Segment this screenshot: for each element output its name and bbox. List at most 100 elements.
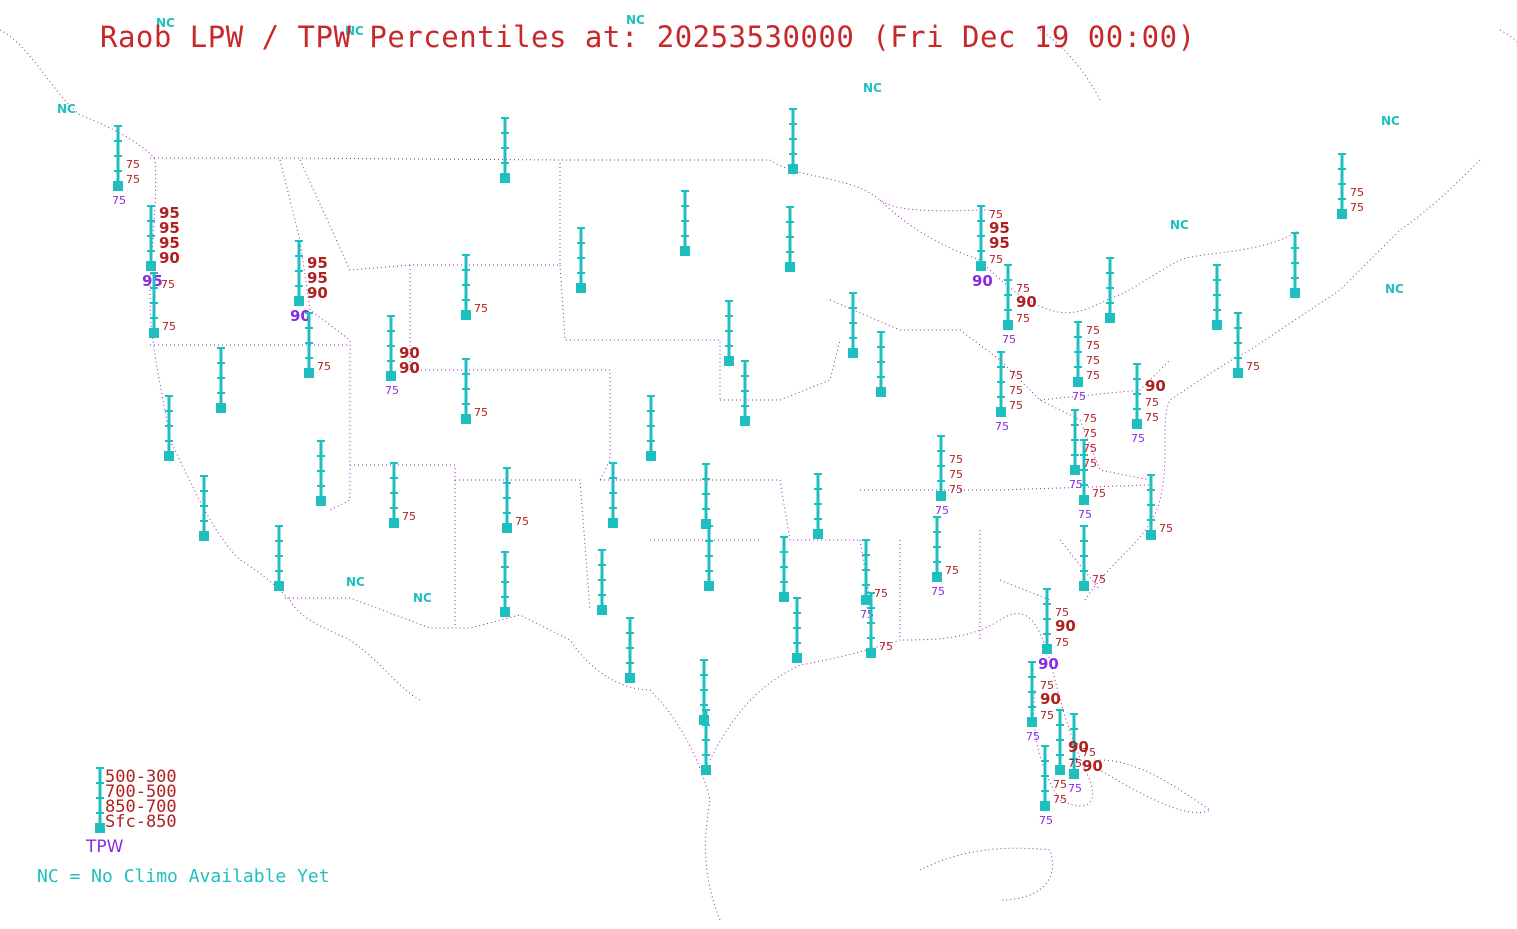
station-marker xyxy=(576,283,586,293)
station-s19 xyxy=(680,190,690,256)
percentile-label: 75 xyxy=(1086,369,1100,382)
percentile-label: 95 xyxy=(989,219,1010,237)
station-marker xyxy=(502,523,512,533)
station-marker xyxy=(779,592,789,602)
station-s15: 75 xyxy=(502,467,529,533)
station-s54 xyxy=(848,292,858,358)
station-s55 xyxy=(876,331,886,397)
station-marker xyxy=(699,715,709,725)
station-marker xyxy=(199,531,209,541)
tpw-label: 90 xyxy=(1038,655,1059,673)
station-marker xyxy=(625,673,635,683)
tpw-label: 75 xyxy=(1072,390,1086,403)
legend-level-label: 850-700 xyxy=(105,797,177,817)
station-marker xyxy=(813,529,823,539)
nc-label: NC xyxy=(345,24,364,38)
station-marker xyxy=(294,296,304,306)
percentile-label: 75 xyxy=(317,360,331,373)
station-marker xyxy=(500,173,510,183)
station-s18 xyxy=(576,227,586,293)
percentile-label: 75 xyxy=(1016,282,1030,295)
percentile-label: 75 xyxy=(1083,457,1097,470)
percentile-label: 75 xyxy=(161,278,175,291)
station-s35 xyxy=(1105,257,1115,323)
nc-label: NC xyxy=(626,13,645,27)
tpw-label: 75 xyxy=(1068,782,1082,795)
legend-tpw-label: TPW xyxy=(85,837,124,857)
station-marker xyxy=(304,368,314,378)
percentile-label: 75 xyxy=(1083,442,1097,455)
station-s29 xyxy=(788,108,798,174)
station-s28 xyxy=(701,709,711,775)
station-marker xyxy=(500,607,510,617)
tpw-label: 75 xyxy=(1039,814,1053,827)
station-s16 xyxy=(274,525,284,591)
station-s10 xyxy=(500,117,510,183)
station-marker xyxy=(1079,495,1089,505)
percentile-label: 75 xyxy=(1068,757,1082,770)
percentile-label: 75 xyxy=(1016,312,1030,325)
percentile-label: 75 xyxy=(1083,412,1097,425)
station-s14: 75 xyxy=(389,462,416,528)
map-borders xyxy=(0,29,1517,921)
station-marker xyxy=(976,261,986,271)
station-marker xyxy=(1069,769,1079,779)
tpw-label: 75 xyxy=(1131,432,1145,445)
nc-label: NC xyxy=(1170,218,1189,232)
station-marker xyxy=(996,407,1006,417)
percentile-label: 75 xyxy=(874,587,888,600)
nc-label: NC xyxy=(1385,282,1404,296)
station-marker xyxy=(389,518,399,528)
state-lines-4 xyxy=(999,359,1171,601)
tpw-label: 75 xyxy=(112,194,126,207)
station-s12: 75 xyxy=(461,358,488,424)
station-s21 xyxy=(646,395,656,461)
station-marker xyxy=(1079,581,1089,591)
station-marker xyxy=(1042,644,1052,654)
station-marker xyxy=(386,371,396,381)
legend-level-label: Sfc-850 xyxy=(105,812,177,832)
percentile-label: 90 xyxy=(1040,690,1061,708)
coastline-west xyxy=(0,29,421,701)
station-marker xyxy=(1290,288,1300,298)
percentile-label: 75 xyxy=(1092,573,1106,586)
percentile-label: 75 xyxy=(945,564,959,577)
station-marker xyxy=(701,765,711,775)
station-marker xyxy=(164,451,174,461)
percentile-label: 75 xyxy=(1145,411,1159,424)
station-marker xyxy=(936,491,946,501)
percentile-label: 75 xyxy=(879,640,893,653)
percentile-label: 75 xyxy=(1040,709,1054,722)
mexico-border xyxy=(285,597,721,921)
station-marker xyxy=(1212,320,1222,330)
station-s53 xyxy=(785,206,795,272)
percentile-label: 75 xyxy=(949,468,963,481)
station-layer: 7575759595959075957595959090759090757575… xyxy=(112,108,1364,827)
station-marker xyxy=(1027,717,1037,727)
station-marker xyxy=(701,519,711,529)
percentile-label: 75 xyxy=(1055,636,1069,649)
percentile-label: 75 xyxy=(126,173,140,186)
station-s40: 75 xyxy=(1146,474,1173,540)
station-s04 xyxy=(216,347,226,413)
station-marker xyxy=(1337,209,1347,219)
station-marker xyxy=(274,581,284,591)
percentile-label: 75 xyxy=(1086,324,1100,337)
station-marker xyxy=(316,496,326,506)
station-s08: 75 xyxy=(304,312,331,378)
station-marker xyxy=(1146,530,1156,540)
station-marker xyxy=(785,262,795,272)
station-marker xyxy=(724,356,734,366)
station-marker xyxy=(866,648,876,658)
station-marker xyxy=(1073,377,1083,387)
percentile-label: 75 xyxy=(1009,399,1023,412)
